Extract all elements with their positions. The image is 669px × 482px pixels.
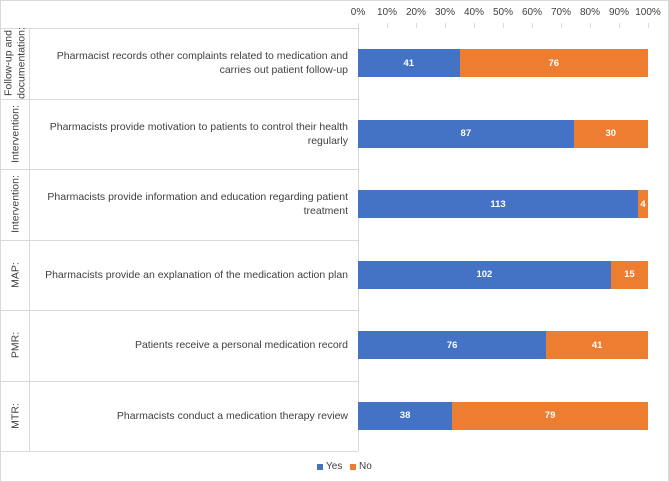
data-label: 30 (605, 128, 617, 140)
tick-mark (445, 23, 446, 28)
axis-line (358, 28, 359, 451)
x-tick-label: 40% (463, 7, 485, 18)
x-tick-label: 80% (579, 7, 601, 18)
legend-swatch (350, 464, 356, 470)
bar: 87 (358, 119, 574, 148)
row-separator (1, 98, 358, 100)
legend-swatch (317, 464, 323, 470)
tick-mark (648, 23, 649, 28)
data-label: 41 (591, 339, 603, 351)
tick-mark (416, 23, 417, 28)
x-tick-label: 70% (550, 7, 572, 18)
bar: 41 (546, 331, 648, 360)
data-label: 4 (640, 198, 646, 210)
group-label: PMR: (8, 332, 21, 359)
x-tick-label: 50% (492, 7, 514, 18)
row-separator (1, 28, 358, 29)
bar: 41 (358, 49, 460, 78)
category-label: Patients receive a personal medication r… (134, 339, 348, 352)
data-label: 87 (460, 128, 472, 140)
group-label: Follow-up and documentation: (2, 27, 27, 100)
category-label: Pharmacist records other complaints rela… (56, 50, 348, 77)
data-label: 76 (548, 57, 560, 69)
tick-mark (590, 23, 591, 28)
data-label: 113 (490, 198, 506, 210)
tick-mark (561, 23, 562, 28)
group-label: MAP: (8, 261, 21, 288)
group-label: MTR: (8, 402, 21, 429)
row-separator (1, 239, 358, 241)
data-label: 15 (624, 269, 635, 281)
tick-mark (387, 23, 388, 28)
bar: 15 (610, 260, 648, 289)
bar: 102 (358, 260, 611, 289)
row-separator (1, 380, 358, 382)
bar: 30 (573, 119, 648, 148)
category-label: Pharmacists provide an explanation of th… (45, 268, 348, 281)
row-separator (1, 169, 358, 170)
tick-mark (358, 23, 359, 28)
data-label: 76 (446, 339, 458, 351)
legend-label: No (359, 461, 372, 472)
x-tick-label: 20% (405, 7, 427, 18)
row-separator (1, 310, 358, 311)
tick-mark (474, 23, 475, 28)
category-label: Pharmacists provide motivation to patien… (49, 120, 348, 147)
bar: 79 (452, 401, 648, 430)
x-tick-label: 60% (521, 7, 543, 18)
bar: 113 (358, 190, 639, 219)
category-label: Pharmacists provide information and educ… (47, 191, 348, 218)
row-separator (1, 451, 358, 452)
group-label: Intervention: (8, 175, 21, 234)
category-label: Pharmacists conduct a medication therapy… (116, 409, 348, 422)
legend-label: Yes (326, 461, 343, 472)
data-label: 38 (399, 410, 411, 422)
data-label: 79 (544, 410, 556, 422)
tick-mark (619, 23, 620, 28)
bar: 38 (358, 401, 453, 430)
bar: 76 (459, 49, 648, 78)
tick-mark (532, 23, 533, 28)
x-tick-label: 0% (350, 7, 366, 18)
bar: 76 (358, 331, 547, 360)
tick-mark (503, 23, 504, 28)
data-label: 41 (403, 57, 415, 69)
x-tick-label: 10% (376, 7, 398, 18)
data-label: 102 (476, 269, 493, 281)
x-tick-label: 90% (608, 7, 630, 18)
x-tick-label: 30% (434, 7, 456, 18)
x-tick-label: 100% (635, 7, 661, 18)
group-label: Intervention: (8, 104, 21, 163)
bar: 4 (638, 190, 648, 219)
